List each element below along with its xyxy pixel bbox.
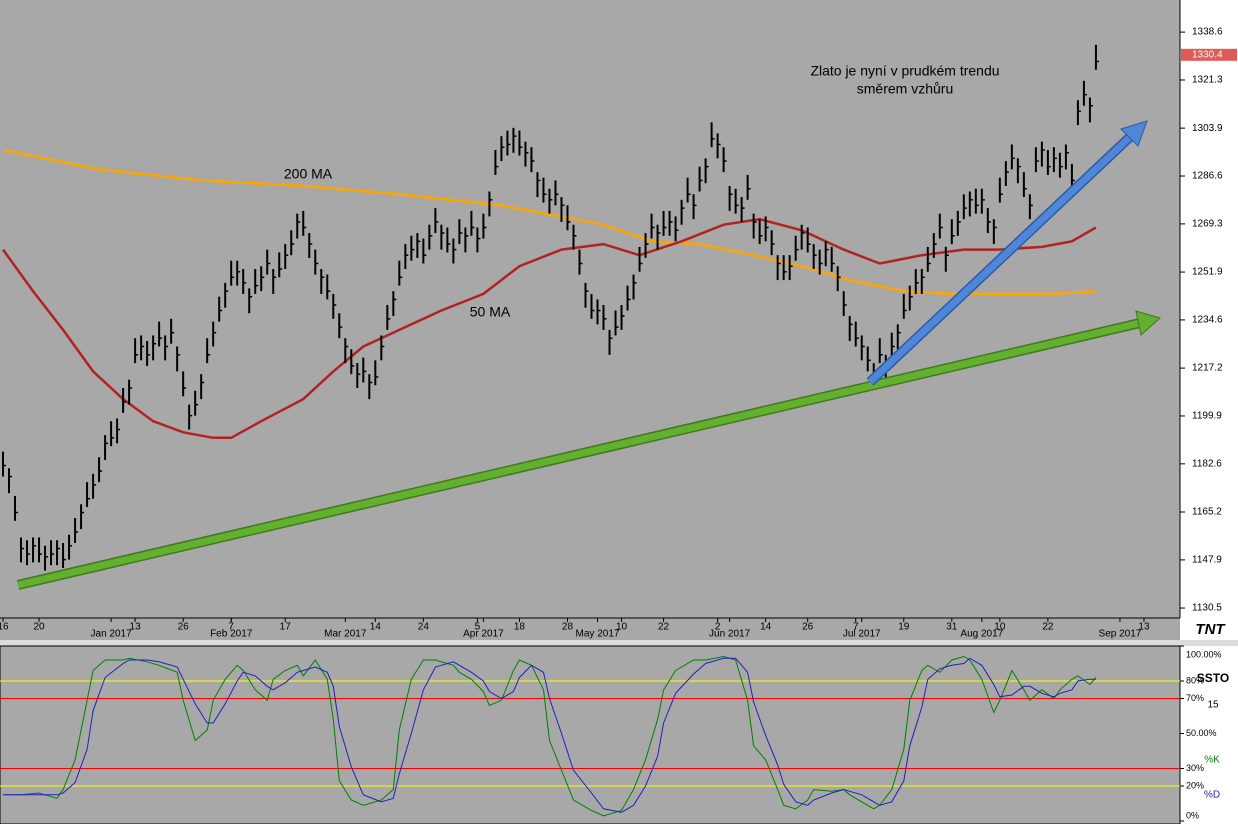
- y-tick-label: 80%: [1186, 675, 1204, 685]
- marks: 1338.6 1321.3 1303.9 1286.6 1269.3 1251.9 1234…: [0, 27, 1237, 822]
- last-price-label: 1330.4: [1192, 49, 1223, 60]
- x-tick-label: 26: [178, 622, 190, 633]
- y-tick-label: 50.00%: [1186, 728, 1217, 738]
- month-label: Jan 2017: [91, 629, 133, 640]
- x-tick-label: 26: [802, 622, 814, 633]
- lower-axis: [1180, 646, 1238, 824]
- oscillator-line: [3, 655, 1097, 817]
- y-tick-label: 1338.6: [1192, 27, 1223, 38]
- green-arrow-head: [1135, 310, 1162, 336]
- y-tick-label: 1321.3: [1192, 75, 1223, 86]
- x-tick-label: 22: [658, 622, 670, 633]
- blue-arrow-head: [1120, 120, 1148, 147]
- x-tick-label: 22: [1042, 622, 1054, 633]
- x-tick-label: 7: [853, 622, 859, 633]
- x-tick-label: 20: [33, 622, 45, 633]
- x-tick-label: 24: [418, 622, 430, 633]
- x-tick-label: 17: [280, 622, 292, 633]
- y-tick-label: 100.00%: [1186, 649, 1222, 659]
- y-tick-label: 20%: [1186, 780, 1204, 790]
- month-label: Jun 2017: [709, 629, 751, 640]
- oscillator-line: [3, 657, 1096, 813]
- y-tick-label: 1269.3: [1192, 219, 1223, 230]
- logo-box: [1180, 618, 1238, 640]
- moving-average: [1, 217, 1097, 440]
- trend-arrows: [16, 120, 1162, 590]
- annotation: Zlato je nyní v prudkém trendu: [810, 63, 999, 79]
- y-tick-label: 1217.2: [1192, 363, 1223, 374]
- y-tick-label: 1182.6: [1192, 458, 1222, 469]
- month-label: May 2017: [576, 629, 620, 640]
- x-tick-label: 5: [475, 622, 481, 633]
- blue-arrow: [867, 134, 1133, 385]
- y-tick-label: 1286.6: [1192, 171, 1223, 182]
- separator: [0, 640, 1238, 646]
- month-label: Mar 2017: [324, 629, 367, 640]
- x-tick-label: 19: [898, 622, 910, 633]
- logo: TNT: [1195, 621, 1226, 638]
- month-label: Feb 2017: [210, 629, 253, 640]
- y-tick-label: 1199.9: [1192, 411, 1222, 422]
- x-tick-label: 10: [616, 622, 628, 633]
- y-tick-label: 1147.9: [1192, 555, 1222, 566]
- annotation: směrem vzhůru: [857, 81, 953, 97]
- x-tick-label: 13: [130, 622, 142, 633]
- indicator-title: SSTO: [1197, 671, 1229, 685]
- legend-label: %K: [1204, 755, 1220, 766]
- month-label: Sep 2017: [1099, 629, 1142, 640]
- x-tick-label: 13: [1138, 622, 1150, 633]
- y-tick-label: 70%: [1186, 693, 1204, 703]
- month-label: Apr 2017: [463, 629, 504, 640]
- x-tick-label: 31: [946, 622, 958, 633]
- series-label: 50 MA: [470, 304, 511, 320]
- x-tick-label: 18: [514, 622, 526, 633]
- x-tick-label: 2: [715, 622, 721, 633]
- x-tick-label: 14: [370, 622, 382, 633]
- green-arrow: [17, 319, 1141, 589]
- last-price-box: [1181, 48, 1237, 61]
- y-tick-label: 0%: [1186, 810, 1199, 820]
- lower-panel: [0, 645, 1181, 824]
- x-tick-label: 16: [0, 622, 9, 633]
- month-label: Jul 2017: [843, 629, 881, 640]
- x-tick-label: 10: [994, 622, 1006, 633]
- series-label: 200 MA: [284, 166, 333, 182]
- y-tick-label: 30%: [1186, 763, 1204, 773]
- y-tick-label: 1165.2: [1192, 507, 1222, 518]
- y-tick-label: 1251.9: [1192, 267, 1223, 278]
- x-tick-label: 14: [760, 622, 772, 633]
- y-tick-label: 1234.6: [1192, 315, 1223, 326]
- indicator-period: 15: [1207, 700, 1219, 711]
- x-tick-label: 7: [228, 622, 234, 633]
- y-tick-label: 1130.5: [1192, 603, 1222, 614]
- month-label: Aug 2017: [960, 629, 1003, 640]
- legend-label: %D: [1204, 790, 1220, 801]
- y-tick-label: 1303.9: [1192, 123, 1223, 134]
- price-axis: [1180, 0, 1238, 618]
- x-tick-label: 28: [562, 622, 574, 633]
- main-panel: [0, 0, 1180, 640]
